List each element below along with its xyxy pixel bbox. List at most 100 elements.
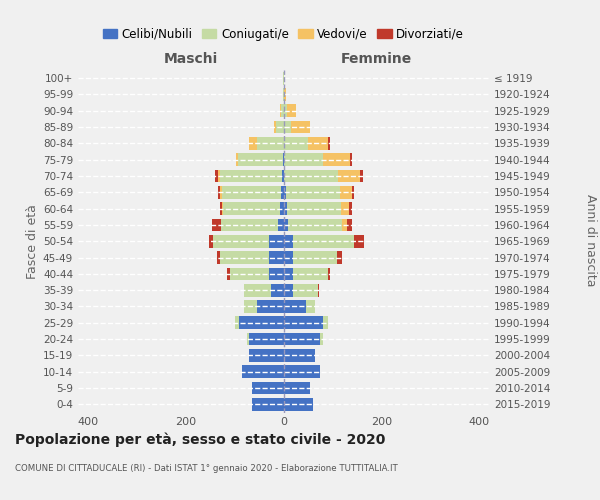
Bar xyxy=(293,284,318,296)
Bar xyxy=(215,170,218,182)
Bar xyxy=(281,186,284,198)
Bar xyxy=(230,268,269,280)
Bar xyxy=(281,170,284,182)
Bar xyxy=(220,251,269,264)
Bar xyxy=(218,170,220,182)
Bar xyxy=(239,316,284,329)
Bar xyxy=(347,218,352,232)
Bar xyxy=(212,235,269,248)
Bar xyxy=(284,235,293,248)
Legend: Celibi/Nubili, Coniugati/e, Vedovi/e, Divorziati/e: Celibi/Nubili, Coniugati/e, Vedovi/e, Di… xyxy=(98,23,469,46)
Bar xyxy=(251,398,284,410)
Bar xyxy=(355,235,364,248)
Text: COMUNE DI CITTADUCALE (RI) - Dati ISTAT 1° gennaio 2020 - Elaborazione TUTTITALI: COMUNE DI CITTADUCALE (RI) - Dati ISTAT … xyxy=(15,464,398,473)
Bar xyxy=(284,104,287,117)
Bar xyxy=(280,202,284,215)
Bar xyxy=(284,186,286,198)
Text: Anni di nascita: Anni di nascita xyxy=(584,194,597,286)
Bar xyxy=(249,332,284,345)
Bar xyxy=(284,218,289,232)
Bar xyxy=(361,170,363,182)
Bar xyxy=(283,154,284,166)
Bar xyxy=(269,268,284,280)
Bar xyxy=(340,186,352,198)
Bar xyxy=(284,316,323,329)
Bar xyxy=(284,366,320,378)
Bar xyxy=(220,186,223,198)
Bar xyxy=(278,218,284,232)
Bar xyxy=(284,120,291,134)
Bar xyxy=(320,332,323,345)
Bar xyxy=(284,382,310,394)
Bar xyxy=(220,202,223,215)
Bar xyxy=(308,137,328,150)
Bar xyxy=(247,332,249,345)
Bar xyxy=(249,137,257,150)
Bar xyxy=(337,251,342,264)
Bar xyxy=(293,268,328,280)
Bar xyxy=(284,284,293,296)
Bar xyxy=(209,235,212,248)
Bar xyxy=(289,218,342,232)
Bar xyxy=(269,251,284,264)
Bar xyxy=(284,137,308,150)
Bar xyxy=(318,284,319,296)
Text: Maschi: Maschi xyxy=(164,52,218,66)
Bar xyxy=(283,88,284,101)
Bar xyxy=(274,120,276,134)
Bar xyxy=(244,300,257,313)
Bar xyxy=(328,268,330,280)
Bar xyxy=(284,398,313,410)
Bar xyxy=(293,235,355,248)
Bar xyxy=(221,218,278,232)
Bar xyxy=(227,268,230,280)
Bar xyxy=(323,316,328,329)
Bar xyxy=(212,218,221,232)
Bar xyxy=(284,251,293,264)
Bar xyxy=(284,88,286,101)
Bar xyxy=(284,332,320,345)
Bar xyxy=(342,218,347,232)
Bar xyxy=(328,137,330,150)
Bar xyxy=(223,186,281,198)
Bar xyxy=(284,154,323,166)
Bar xyxy=(238,154,283,166)
Bar xyxy=(242,366,284,378)
Bar xyxy=(217,251,220,264)
Bar xyxy=(349,202,352,215)
Bar xyxy=(276,120,284,134)
Bar xyxy=(280,104,281,117)
Bar xyxy=(235,316,239,329)
Bar xyxy=(293,251,337,264)
Bar xyxy=(271,284,284,296)
Bar xyxy=(323,154,350,166)
Bar xyxy=(284,300,305,313)
Bar xyxy=(284,170,338,182)
Y-axis label: Fasce di età: Fasce di età xyxy=(26,204,39,279)
Text: Femmine: Femmine xyxy=(340,52,412,66)
Bar xyxy=(218,186,220,198)
Bar xyxy=(281,104,284,117)
Bar xyxy=(287,202,341,215)
Bar xyxy=(249,349,284,362)
Bar xyxy=(284,349,316,362)
Bar xyxy=(341,202,349,215)
Bar xyxy=(284,268,293,280)
Bar xyxy=(287,104,296,117)
Text: Popolazione per età, sesso e stato civile - 2020: Popolazione per età, sesso e stato civil… xyxy=(15,432,385,447)
Bar xyxy=(236,154,238,166)
Bar xyxy=(291,120,310,134)
Bar xyxy=(338,170,361,182)
Bar xyxy=(223,202,280,215)
Bar xyxy=(244,284,271,296)
Bar xyxy=(350,154,352,166)
Bar xyxy=(352,186,355,198)
Bar xyxy=(305,300,316,313)
Bar xyxy=(257,300,284,313)
Bar xyxy=(284,202,287,215)
Bar xyxy=(257,137,284,150)
Bar xyxy=(269,235,284,248)
Bar xyxy=(286,186,340,198)
Bar xyxy=(220,170,281,182)
Bar xyxy=(251,382,284,394)
